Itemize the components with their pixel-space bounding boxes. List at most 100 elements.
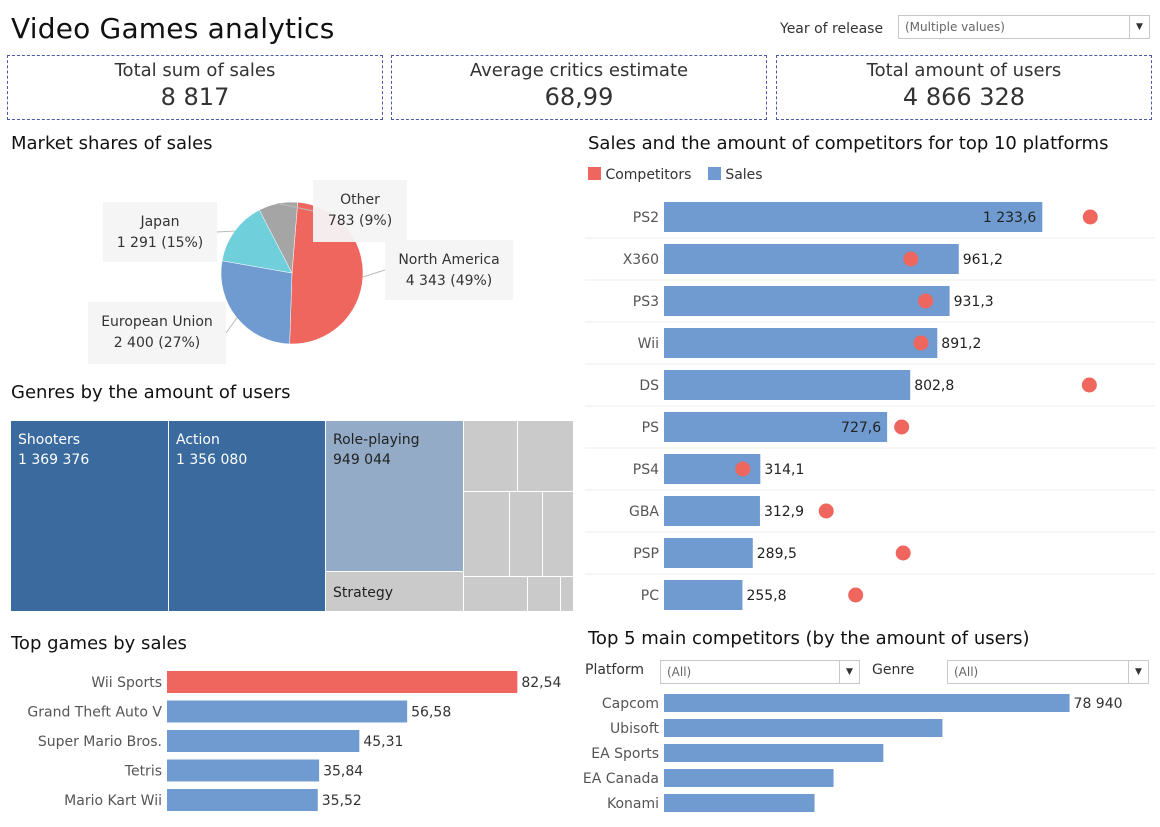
chevron-down-icon[interactable]: ▼	[839, 661, 859, 683]
competitors-dot[interactable]	[913, 335, 929, 351]
bar-value-label: 56,58	[411, 705, 451, 721]
treemap-rect[interactable]	[326, 572, 463, 611]
bar[interactable]	[167, 730, 360, 752]
platform-label: PC	[641, 588, 659, 604]
competitors-dot[interactable]	[894, 419, 910, 435]
year-filter-value: (Multiple values)	[905, 20, 1005, 34]
kpi-label: Total amount of users	[866, 60, 1062, 81]
bar[interactable]	[664, 694, 1070, 712]
bar-category-label: EA Canada	[583, 771, 659, 787]
competitors-dot[interactable]	[903, 251, 919, 267]
pie-leader-line	[216, 230, 235, 233]
genre-filter-dropdown[interactable]: (All) ▼	[947, 660, 1149, 684]
competitors-dot[interactable]	[918, 293, 934, 309]
sales-bar[interactable]	[664, 328, 938, 358]
bar[interactable]	[664, 744, 884, 762]
legend-label-competitors: Competitors	[605, 167, 692, 183]
pie-label-name: Other	[340, 192, 380, 208]
sales-bar[interactable]	[664, 580, 743, 610]
bar-value-label: 35,52	[322, 793, 362, 809]
pie-slice-european-union[interactable]	[220, 260, 293, 345]
competitors-dot[interactable]	[818, 503, 834, 519]
pie-label-name: Japan	[139, 214, 179, 230]
kpi-value: 8 817	[160, 83, 230, 111]
sales-bar[interactable]	[664, 496, 760, 526]
treemap-cell-minor[interactable]	[528, 577, 560, 611]
sales-bar[interactable]	[664, 412, 888, 442]
treemap-cell-role-playing[interactable]: Role-playing 949 044	[326, 421, 463, 571]
treemap-rect[interactable]	[169, 421, 325, 611]
legend-swatch-competitors	[588, 167, 601, 180]
pie-label-name: North America	[398, 252, 499, 268]
bar[interactable]	[664, 719, 943, 737]
kpi-value: 4 866 328	[902, 83, 1026, 111]
bar[interactable]	[167, 759, 320, 782]
sales-value-label: 931,3	[954, 294, 994, 310]
sales-value-label: 891,2	[941, 336, 981, 352]
treemap-cell-minor[interactable]	[510, 492, 542, 576]
competitors-title: Top 5 main competitors (by the amount of…	[588, 628, 1030, 649]
platform-label: PS3	[633, 294, 659, 310]
sales-bar[interactable]	[664, 286, 950, 316]
sales-bar[interactable]	[664, 538, 753, 568]
treemap-cell-action[interactable]: Action 1 356 080	[169, 421, 325, 611]
sales-value-label: 802,8	[914, 378, 954, 394]
pie-label-box	[88, 302, 226, 364]
sales-value-label: 255,8	[746, 588, 786, 604]
treemap-label-value: 1 369 376	[18, 452, 89, 468]
competitors-dot[interactable]	[1082, 209, 1098, 225]
legend-label-sales: Sales	[725, 167, 763, 183]
treemap-rect[interactable]	[326, 421, 463, 571]
pie-label-value: 1 291 (15%)	[117, 235, 204, 251]
legend-swatch-sales	[707, 167, 721, 180]
bar[interactable]	[664, 769, 834, 787]
platforms-title: Sales and the amount of competitors for …	[588, 133, 1109, 154]
competitors-dot[interactable]	[895, 545, 911, 561]
treemap-cell-minor[interactable]	[518, 421, 573, 491]
genre-filter-value: (All)	[954, 665, 979, 679]
treemap-cell-minor[interactable]	[543, 492, 573, 576]
platform-label: PS4	[633, 462, 659, 478]
treemap-label-name: Shooters	[18, 432, 80, 448]
sales-value-label: 961,2	[963, 252, 1003, 268]
platform-label: GBA	[629, 504, 659, 520]
competitors-dot[interactable]	[848, 587, 864, 603]
chevron-down-icon[interactable]: ▼	[1128, 661, 1148, 683]
platform-filter-dropdown[interactable]: (All) ▼	[660, 660, 860, 684]
bar-category-label: Super Mario Bros.	[38, 734, 162, 750]
bar[interactable]	[167, 671, 518, 693]
bar-category-label: EA Sports	[591, 746, 659, 762]
pie-slice-japan[interactable]	[221, 209, 293, 274]
year-filter-dropdown[interactable]: (Multiple values) ▼	[898, 15, 1150, 39]
pie-label-name: European Union	[101, 314, 213, 330]
sales-value-label: 289,5	[757, 546, 797, 562]
bar-category-label: Konami	[607, 796, 659, 812]
bar[interactable]	[167, 700, 408, 723]
treemap-cell-minor[interactable]	[464, 421, 517, 491]
platform-label: PSP	[633, 546, 659, 562]
bar[interactable]	[664, 794, 815, 812]
kpi-value: 68,99	[544, 83, 614, 111]
genre-filter-label: Genre	[872, 662, 915, 678]
market-shares-title: Market shares of sales	[11, 133, 213, 154]
bar-category-label: Ubisoft	[610, 721, 660, 737]
competitors-dot[interactable]	[1081, 377, 1097, 393]
platform-filter-value: (All)	[667, 665, 692, 679]
treemap-cell-shooters[interactable]: Shooters 1 369 376	[11, 421, 168, 611]
competitors-dot[interactable]	[735, 461, 751, 477]
treemap-cell-minor[interactable]	[464, 577, 527, 611]
bar[interactable]	[167, 789, 318, 811]
treemap-cell-strategy[interactable]: Strategy	[326, 572, 463, 611]
treemap-cell-minor[interactable]	[464, 492, 509, 576]
treemap-cell-minor[interactable]	[561, 577, 573, 611]
bar-category-label: Wii Sports	[91, 675, 162, 691]
sales-bar[interactable]	[664, 202, 1043, 232]
bar-category-label: Capcom	[602, 696, 659, 712]
kpi-total-users: Total amount of users 4 866 328	[776, 55, 1152, 120]
pie-label-box	[103, 202, 217, 262]
sales-bar[interactable]	[664, 370, 911, 400]
chevron-down-icon[interactable]: ▼	[1129, 16, 1149, 38]
treemap-label-name: Role-playing	[333, 432, 420, 448]
page-title: Video Games analytics	[11, 12, 335, 45]
treemap-rect[interactable]	[11, 421, 168, 611]
